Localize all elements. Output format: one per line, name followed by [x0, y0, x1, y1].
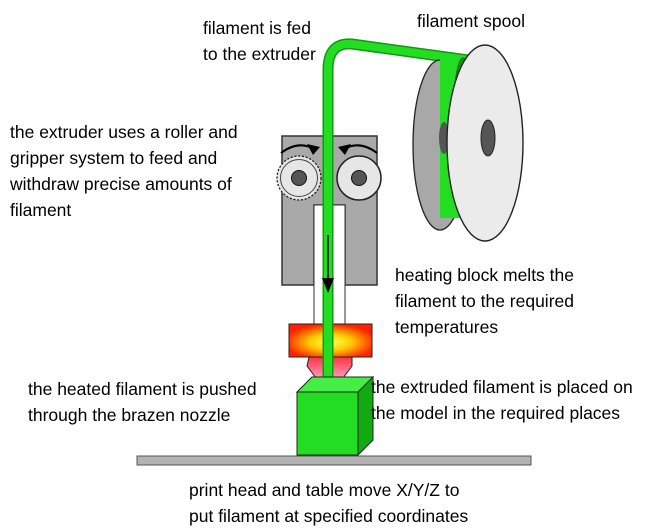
label-line: the heated filament is pushed [28, 379, 257, 399]
label-line: filament spool [417, 11, 525, 31]
label-line: through the brazen nozzle [28, 405, 231, 425]
label-line: the extruded filament is placed on [371, 377, 633, 397]
label-head-table-movement: print head and table move X/Y/Z to put f… [189, 477, 468, 529]
rotation-arrowhead-right [338, 144, 351, 155]
print-table [136, 455, 532, 466]
label-filament-spool: filament spool [417, 8, 525, 34]
label-line: gripper system to feed and [10, 148, 218, 168]
label-extruder: the extruder uses a roller and gripper s… [10, 119, 238, 223]
label-line: the extruder uses a roller and [10, 122, 238, 142]
label-line: withdraw precise amounts of [10, 174, 232, 194]
feed-direction-arrow [322, 235, 334, 293]
label-line: heating block melts the [395, 265, 574, 285]
gripper-roller [336, 155, 382, 201]
label-line: print head and table move X/Y/Z to [189, 480, 460, 500]
filament-strand [322, 38, 474, 386]
label-line: filament to the required [395, 291, 574, 311]
label-nozzle: the heated filament is pushed through th… [28, 376, 257, 428]
label-filament-feed: filament is fed to the extruder [203, 15, 316, 67]
label-line: put filament at specified coordinates [189, 506, 469, 526]
label-line: the model in the required places [371, 403, 621, 423]
rotation-arrowhead-left [307, 144, 320, 155]
filament-spool [412, 44, 524, 242]
label-line: to the extruder [203, 44, 316, 64]
label-line: filament [10, 200, 72, 220]
label-extruded-placement: the extruded filament is placed on the m… [371, 374, 633, 426]
printed-model [295, 375, 375, 457]
label-line: temperatures [395, 317, 499, 337]
label-line: filament is fed [203, 18, 311, 38]
drive-roller-gear [276, 155, 322, 201]
label-heating-block: heating block melts the filament to the … [395, 262, 574, 340]
